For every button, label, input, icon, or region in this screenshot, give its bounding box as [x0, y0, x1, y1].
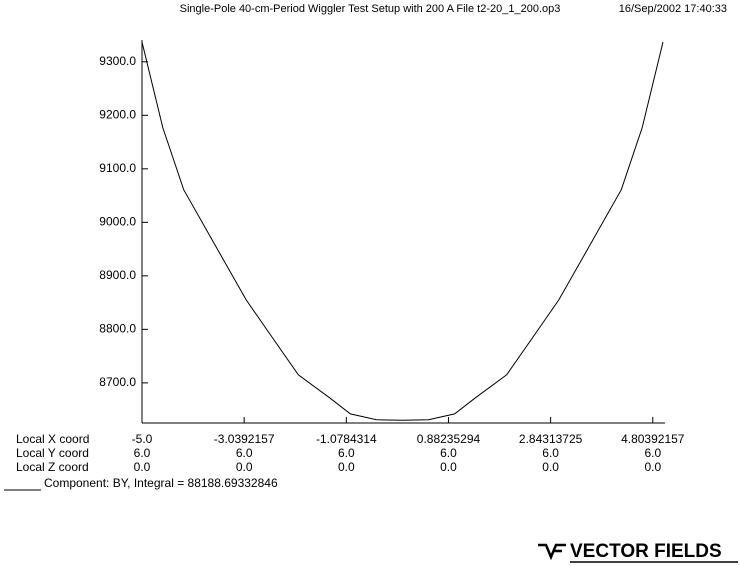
x-tick-label: -3.0392157 — [214, 432, 275, 446]
coord-value: 0.0 — [644, 460, 661, 474]
y-tick-label: 8700.0 — [99, 375, 136, 389]
y-tick-label: 9200.0 — [99, 107, 136, 121]
data-line — [141, 41, 664, 421]
coord-row-label: Local Y coord — [16, 446, 89, 460]
timestamp: 16/Sep/2002 17:40:33 — [619, 3, 727, 15]
logo-mark — [538, 543, 566, 561]
coord-value: 0.0 — [338, 460, 355, 474]
coord-value: 6.0 — [440, 446, 457, 460]
coord-row-label: Local Z coord — [16, 460, 89, 474]
y-tick-label: 9000.0 — [99, 215, 136, 229]
coord-value: 6.0 — [134, 446, 151, 460]
logo: VECTOR FIELDS — [538, 541, 738, 563]
x-tick-label: 0.88235294 — [417, 432, 481, 446]
coord-value: 6.0 — [542, 446, 559, 460]
x-axis-label: Local X coord — [16, 432, 89, 446]
logo-text: VECTOR FIELDS — [570, 541, 722, 562]
coord-value: 0.0 — [134, 460, 151, 474]
coord-value: 0.0 — [440, 460, 457, 474]
x-tick-label: 4.80392157 — [621, 432, 685, 446]
coord-value: 6.0 — [236, 446, 253, 460]
coord-value: 6.0 — [338, 446, 355, 460]
x-tick-label: 2.84313725 — [519, 432, 583, 446]
chart-title: Single-Pole 40-cm-Period Wiggler Test Se… — [180, 3, 561, 15]
y-tick-label: 9100.0 — [99, 161, 136, 175]
coord-value: 6.0 — [644, 446, 661, 460]
y-tick-label: 9300.0 — [99, 54, 136, 68]
legend-label: Component: BY, Integral = 88188.69332846 — [44, 476, 278, 490]
x-tick-label: -5.0 — [132, 432, 153, 446]
y-tick-label: 8800.0 — [99, 322, 136, 336]
coord-value: 0.0 — [542, 460, 559, 474]
x-tick-label: -1.0784314 — [316, 432, 377, 446]
coord-value: 0.0 — [236, 460, 253, 474]
y-tick-label: 8900.0 — [99, 268, 136, 282]
